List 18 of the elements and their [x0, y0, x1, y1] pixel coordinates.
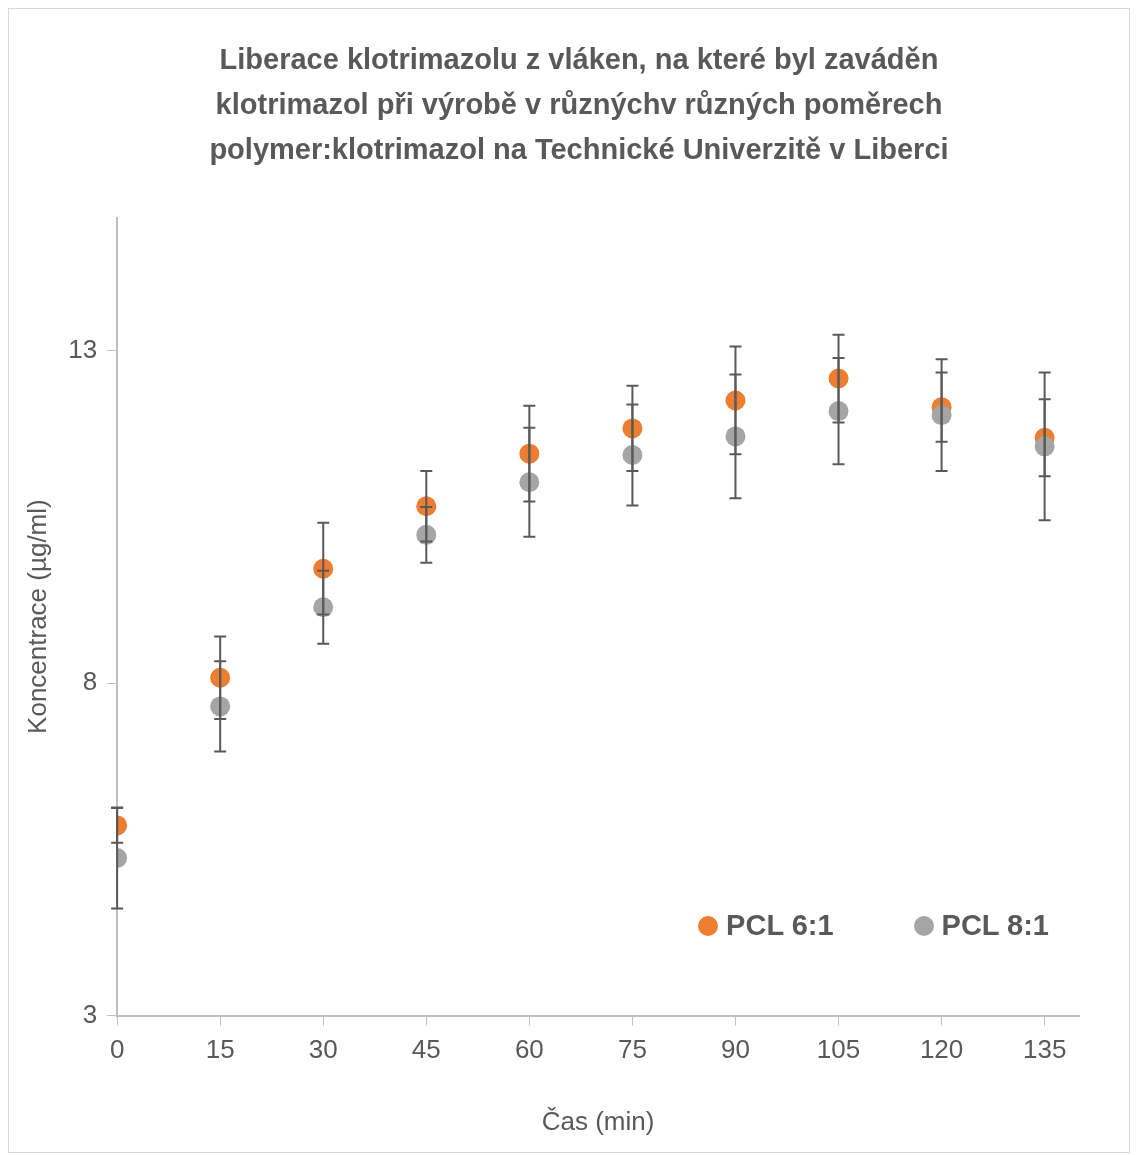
x-tick-label: 60: [514, 1034, 544, 1065]
x-tick-label: 105: [816, 1034, 861, 1065]
x-tick-label: 45: [411, 1034, 441, 1065]
legend-label: PCL 8:1: [941, 909, 1049, 942]
y-tick-label: 13: [68, 333, 98, 364]
y-tick-label: 8: [82, 666, 98, 697]
x-tick-label: 15: [205, 1034, 235, 1065]
y-tick-label: 3: [82, 998, 98, 1029]
x-tick-label: 135: [1022, 1034, 1067, 1065]
y-axis-title: Koncentrace (µg/ml): [21, 499, 52, 734]
x-tick-label: 120: [919, 1034, 964, 1065]
x-tick-label: 0: [109, 1034, 125, 1065]
x-tick-label: 90: [721, 1034, 750, 1065]
x-tick-label: 30: [308, 1034, 338, 1065]
legend-label: PCL 6:1: [726, 909, 834, 942]
chart-title: Liberace klotrimazolu z vláken, na které byl zaváděn klotrimazol při výrobě v různýchv různých poměrech polymer:klotrimazol na Technické Univerzitě v Liberci: [208, 42, 950, 167]
x-tick-label: 75: [617, 1034, 647, 1065]
x-axis-title: Čas (min): [541, 1105, 655, 1136]
